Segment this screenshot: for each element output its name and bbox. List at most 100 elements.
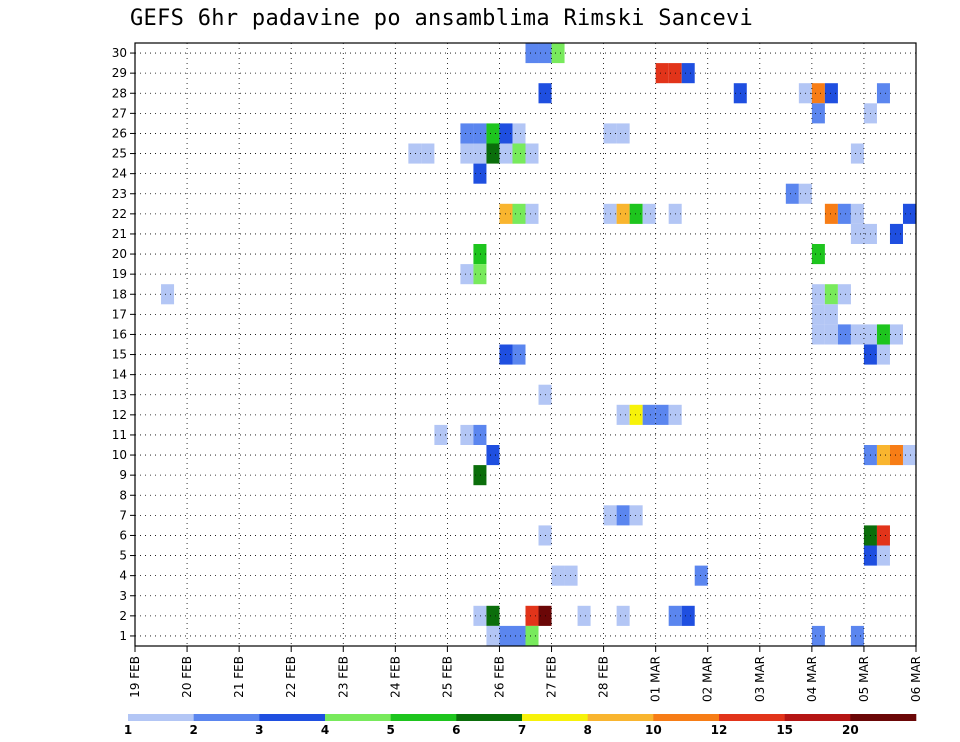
y-tick-label: 30 bbox=[112, 46, 127, 60]
y-tick-label: 19 bbox=[112, 267, 127, 281]
heatmap-cell bbox=[161, 284, 175, 305]
heatmap-cell bbox=[889, 324, 903, 345]
heatmap-cell bbox=[642, 404, 656, 425]
heatmap-cell bbox=[629, 505, 643, 526]
heatmap-cell bbox=[460, 424, 474, 445]
y-tick-label: 20 bbox=[112, 247, 127, 261]
heatmap-cell bbox=[694, 565, 708, 586]
y-tick-label: 21 bbox=[112, 227, 127, 241]
x-tick-label: 03 MAR bbox=[753, 656, 767, 702]
colorbar-swatch bbox=[390, 714, 457, 721]
colorbar-label: 4 bbox=[321, 723, 329, 737]
heatmap-cell bbox=[785, 183, 799, 204]
y-tick-label: 6 bbox=[119, 528, 127, 542]
y-tick-label: 14 bbox=[112, 368, 127, 382]
x-tick-label: 28 FEB bbox=[597, 656, 611, 698]
heatmap-cell bbox=[473, 424, 487, 445]
heatmap-cell bbox=[876, 545, 890, 566]
x-tick-label: 06 MAR bbox=[909, 656, 923, 702]
heatmap-cell bbox=[512, 344, 526, 365]
heatmap-cell bbox=[850, 223, 864, 244]
y-tick-label: 8 bbox=[119, 488, 127, 502]
x-tick-label: 20 FEB bbox=[180, 656, 194, 698]
colorbar-swatch bbox=[522, 714, 588, 721]
heatmap-cell bbox=[876, 324, 890, 345]
colorbar-swatch bbox=[653, 714, 720, 721]
heatmap-cell bbox=[408, 143, 422, 164]
heatmap-cell bbox=[824, 203, 838, 224]
heatmap-cell bbox=[616, 605, 630, 626]
heatmap-cell bbox=[525, 625, 539, 646]
x-tick-label: 02 MAR bbox=[701, 656, 715, 702]
x-tick-label: 04 MAR bbox=[805, 656, 819, 702]
heatmap-cell bbox=[655, 404, 669, 425]
x-tick-label: 01 MAR bbox=[649, 656, 663, 702]
heatmap-cell bbox=[473, 605, 487, 626]
y-tick-label: 10 bbox=[112, 448, 127, 462]
y-tick-label: 23 bbox=[112, 187, 127, 201]
heatmap-cell bbox=[486, 143, 500, 164]
y-tick-label: 4 bbox=[119, 569, 127, 583]
y-tick-label: 16 bbox=[112, 327, 127, 341]
y-tick-label: 24 bbox=[112, 167, 127, 181]
heatmap-cell bbox=[486, 605, 500, 626]
colorbar-swatch bbox=[587, 714, 654, 721]
heatmap-cell bbox=[486, 625, 500, 646]
heatmap-cell bbox=[551, 565, 565, 586]
x-tick-label: 27 FEB bbox=[545, 656, 559, 698]
y-tick-label: 3 bbox=[119, 589, 127, 603]
colorbar-swatch bbox=[193, 714, 260, 721]
heatmap-cell bbox=[811, 103, 825, 124]
heatmap-cell bbox=[824, 324, 838, 345]
x-tick-label: 25 FEB bbox=[440, 656, 454, 698]
heatmap-cell bbox=[525, 203, 539, 224]
heatmap-cell bbox=[525, 605, 539, 626]
heatmap-cell bbox=[824, 284, 838, 305]
heatmap-cell bbox=[902, 203, 916, 224]
heatmap-cell bbox=[512, 143, 526, 164]
heatmap-cell bbox=[824, 83, 838, 104]
colorbar-swatch bbox=[259, 714, 326, 721]
heatmap-cell bbox=[811, 244, 825, 265]
y-tick-label: 12 bbox=[112, 408, 127, 422]
colorbar-label: 15 bbox=[776, 723, 793, 737]
colorbar-label: 12 bbox=[711, 723, 728, 737]
heatmap-cell bbox=[811, 324, 825, 345]
colorbar-label: 3 bbox=[255, 723, 263, 737]
heatmap-cell bbox=[486, 123, 500, 144]
heatmap-cell bbox=[837, 324, 851, 345]
heatmap-cell bbox=[551, 43, 565, 64]
heatmap-cell bbox=[512, 203, 526, 224]
x-tick-label: 21 FEB bbox=[232, 656, 246, 698]
heatmap-cell bbox=[850, 625, 864, 646]
colorbar-label: 20 bbox=[842, 723, 859, 737]
heatmap-cell bbox=[616, 123, 630, 144]
heatmap-cell bbox=[824, 304, 838, 325]
heatmap-cell bbox=[473, 163, 487, 184]
heatmap-cell bbox=[616, 404, 630, 425]
heatmap-cells bbox=[161, 43, 916, 646]
heatmap-cell bbox=[512, 625, 526, 646]
y-tick-label: 11 bbox=[112, 428, 127, 442]
heatmap-cell bbox=[473, 465, 487, 486]
heatmap-cell bbox=[876, 344, 890, 365]
chart-title: GEFS 6hr padavine po ansamblima Rimski S… bbox=[130, 6, 754, 31]
colorbar-swatch bbox=[784, 714, 851, 721]
y-tick-label: 7 bbox=[119, 508, 127, 522]
plot-frame bbox=[134, 42, 917, 647]
heatmap-cell bbox=[889, 445, 903, 466]
heatmap-cell bbox=[460, 143, 474, 164]
colorbar-swatch bbox=[456, 714, 523, 721]
heatmap-cell bbox=[811, 304, 825, 325]
colorbar: 1 2 3 4 5 6 7 8 10 12 15 20 bbox=[124, 714, 917, 737]
heatmap-cell bbox=[681, 605, 695, 626]
heatmap-cell bbox=[902, 445, 916, 466]
y-tick-label: 22 bbox=[112, 207, 127, 221]
heatmap-cell bbox=[577, 605, 591, 626]
heatmap-cell bbox=[616, 505, 630, 526]
heatmap-cell bbox=[473, 244, 487, 265]
y-tick-label: 2 bbox=[119, 609, 127, 623]
colorbar-label: 8 bbox=[583, 723, 591, 737]
heatmap-cell bbox=[525, 143, 539, 164]
